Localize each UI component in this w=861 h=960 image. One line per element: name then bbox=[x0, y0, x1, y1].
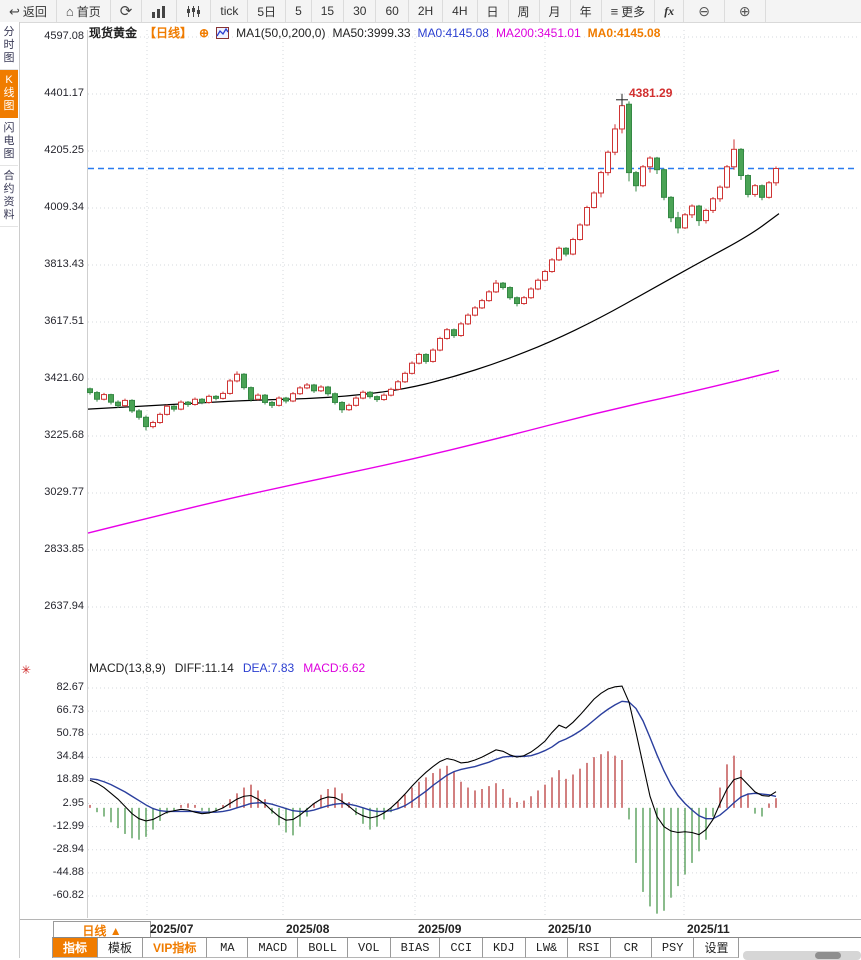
symbol-name: 现货黄金 bbox=[89, 26, 138, 40]
tab-indicator[interactable]: 指标 bbox=[53, 938, 99, 958]
indicator-settings-icon[interactable]: ✳ bbox=[21, 663, 32, 677]
period-60m-button[interactable]: 60 bbox=[376, 0, 409, 22]
period-day-button[interactable]: 日 bbox=[478, 0, 509, 22]
date-axis-label: 2025/07 bbox=[150, 922, 194, 936]
macd-value: MACD:6.62 bbox=[303, 661, 366, 675]
line-chart-icon[interactable] bbox=[216, 26, 230, 39]
tab-bias[interactable]: BIAS bbox=[390, 938, 441, 958]
bar-chart-button[interactable] bbox=[142, 0, 178, 22]
back-button[interactable]: ↩ 返回 bbox=[0, 0, 57, 22]
candle-chart-button[interactable] bbox=[177, 0, 212, 22]
period-label: 【日线】 bbox=[144, 26, 193, 40]
indicator-tab-bar: 指标 模板 VIP指标 MA MACD BOLL VOL BIAS CCI KDJ LW& RSI CR… bbox=[52, 937, 861, 958]
chart-header: 现货黄金 【日线】 ⊕ MA1(50,0,200,0) MA50:3999.33… bbox=[89, 24, 660, 41]
sidebar-item-flash-chart[interactable]: 闪电图 bbox=[0, 118, 18, 166]
tab-ma[interactable]: MA bbox=[207, 938, 249, 958]
period-5m-button[interactable]: 5 bbox=[286, 0, 312, 22]
toolbar: ↩ 返回 ⌂ 首页 ⟳ tick 5日 5 15 30 60 2H 4H 日周月年 ≡ 更多 fx ⊖ ⊕ bbox=[0, 0, 861, 23]
tab-lw[interactable]: LW& bbox=[525, 938, 569, 958]
tab-macd[interactable]: MACD bbox=[248, 938, 299, 958]
scrollbar-thumb[interactable] bbox=[815, 952, 841, 959]
tab-vip-indicator[interactable]: VIP指标 bbox=[143, 938, 208, 958]
period-5d-button[interactable]: 5日 bbox=[248, 0, 287, 22]
period-4h-button[interactable]: 4H bbox=[443, 0, 478, 22]
price-axis-tick: 3421.60 bbox=[44, 372, 84, 384]
date-axis-label: 2025/11 bbox=[687, 922, 730, 936]
macd-axis-tick: -28.94 bbox=[52, 842, 84, 855]
sidebar-item-contract-info[interactable]: 合约资料 bbox=[0, 166, 18, 227]
peak-price-annotation: 4381.29 bbox=[629, 86, 673, 100]
refresh-button[interactable]: ⟳ bbox=[111, 0, 143, 22]
sidebar-item-kline-chart[interactable]: K线图 bbox=[0, 70, 18, 118]
period-week-button[interactable]: 周 bbox=[509, 0, 540, 22]
tab-cr[interactable]: CR bbox=[610, 938, 652, 958]
period-15m-button[interactable]: 15 bbox=[312, 0, 345, 22]
macd-axis-tick: 82.67 bbox=[56, 681, 84, 693]
price-axis-tick: 3813.43 bbox=[44, 258, 84, 270]
macd-title: MACD(13,8,9) bbox=[89, 661, 166, 675]
macd-axis-tick: 34.84 bbox=[56, 750, 84, 763]
price-axis-tick: 4009.34 bbox=[44, 201, 84, 213]
macd-axis-tick: 2.95 bbox=[62, 796, 84, 809]
macd-axis-tick: -12.99 bbox=[52, 819, 84, 832]
horizontal-scrollbar[interactable] bbox=[743, 951, 861, 960]
ma200-value: MA200:3451.01 bbox=[495, 25, 581, 40]
macd-axis-tick: 18.89 bbox=[56, 773, 84, 786]
tab-rsi[interactable]: RSI bbox=[568, 938, 611, 958]
tab-psy[interactable]: PSY bbox=[651, 938, 695, 958]
circle-plus-icon[interactable]: ⊕ bbox=[199, 25, 210, 40]
tab-boll[interactable]: BOLL bbox=[298, 938, 348, 958]
sidebar: 分时图 K线图 闪电图 合约资料 bbox=[0, 22, 20, 958]
fx-button[interactable]: fx bbox=[655, 0, 685, 22]
x-axis-strip: 日线 ▲ bbox=[20, 919, 861, 939]
price-axis-tick: 3029.77 bbox=[44, 486, 84, 498]
date-axis-label: 2025/10 bbox=[548, 922, 592, 936]
price-axis-tick: 3225.68 bbox=[44, 429, 84, 441]
macd-axis-tick: 50.78 bbox=[56, 727, 84, 740]
ma0-blue-value: MA0:4145.08 bbox=[417, 25, 489, 40]
period-year-button[interactable]: 年 bbox=[571, 0, 602, 22]
zoom-in-button[interactable]: ⊕ bbox=[725, 0, 766, 22]
price-axis-tick: 4205.25 bbox=[44, 144, 84, 156]
tab-settings[interactable]: 设置 bbox=[694, 938, 740, 958]
ma50-value: MA50:3999.33 bbox=[332, 25, 411, 40]
period-month-button[interactable]: 月 bbox=[540, 0, 571, 22]
more-button[interactable]: ≡ 更多 bbox=[602, 0, 656, 22]
macd-axis-tick: 66.73 bbox=[56, 704, 84, 717]
tick-button[interactable]: tick bbox=[211, 0, 249, 22]
macd-axis-tick: -44.88 bbox=[52, 865, 84, 878]
tab-vol[interactable]: VOL bbox=[348, 938, 391, 958]
date-axis-label: 2025/09 bbox=[418, 922, 462, 936]
zoom-out-button[interactable]: ⊖ bbox=[684, 0, 725, 22]
price-axis-tick: 3617.51 bbox=[44, 315, 84, 327]
tab-cci[interactable]: CCI bbox=[440, 938, 484, 958]
tab-template[interactable]: 模板 bbox=[98, 938, 144, 958]
period-30m-button[interactable]: 30 bbox=[344, 0, 377, 22]
price-axis-tick: 2833.85 bbox=[44, 543, 84, 555]
macd-header: MACD(13,8,9) DIFF:11.14 DEA:7.83 MACD:6.… bbox=[89, 661, 365, 675]
dea-value: DEA:7.83 bbox=[242, 661, 295, 675]
tab-kdj[interactable]: KDJ bbox=[483, 938, 526, 958]
sidebar-item-time-chart[interactable]: 分时图 bbox=[0, 22, 18, 70]
period-dropdown[interactable]: 日线 ▲ bbox=[53, 921, 151, 939]
diff-value: DIFF:11.14 bbox=[174, 661, 234, 675]
date-axis-label: 2025/08 bbox=[286, 922, 330, 936]
home-button[interactable]: ⌂ 首页 bbox=[57, 0, 111, 22]
price-axis-tick: 4597.08 bbox=[44, 30, 84, 42]
price-axis-tick: 4401.17 bbox=[44, 87, 84, 99]
ma-settings: MA1(50,0,200,0) bbox=[236, 25, 326, 40]
price-axis-tick: 2637.94 bbox=[44, 600, 84, 612]
ma0-orange-value: MA0:4145.08 bbox=[587, 25, 661, 40]
period-2h-button[interactable]: 2H bbox=[409, 0, 444, 22]
macd-axis-tick: -60.82 bbox=[52, 889, 84, 901]
